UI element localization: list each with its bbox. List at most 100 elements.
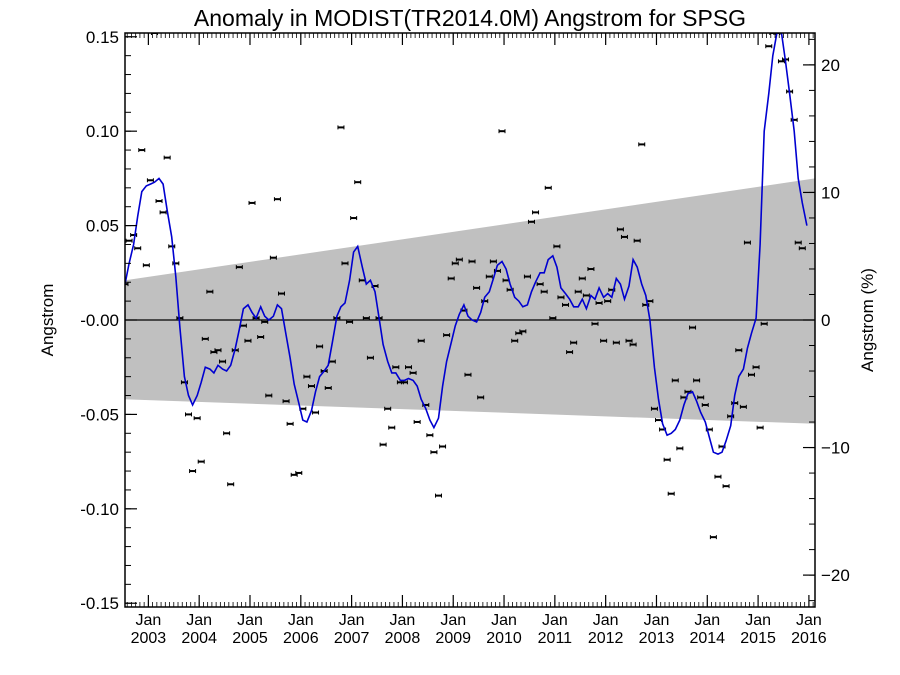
- data-point: [693, 378, 701, 383]
- data-point: [511, 338, 519, 343]
- data-point: [747, 372, 755, 377]
- plot-area: [124, 32, 816, 608]
- data-point: [489, 259, 497, 264]
- data-point: [201, 336, 209, 341]
- data-point: [409, 370, 417, 375]
- data-point: [307, 384, 315, 389]
- data-point: [261, 319, 269, 324]
- data-point: [185, 412, 193, 417]
- data-point: [159, 210, 167, 215]
- x-tick-year-label: 2004: [181, 630, 217, 647]
- data-point: [735, 348, 743, 353]
- data-point: [379, 442, 387, 447]
- data-point: [676, 446, 684, 451]
- y-tick-label-right: 10: [821, 183, 840, 202]
- data-point: [671, 378, 679, 383]
- data-point: [760, 321, 768, 326]
- data-point: [536, 282, 544, 287]
- x-tick-month-label: Jan: [644, 612, 670, 629]
- y-tick-label-left: 0.10: [86, 122, 119, 141]
- y-tick-label-left: 0.05: [86, 217, 119, 236]
- data-point: [214, 348, 222, 353]
- data-point: [146, 178, 154, 183]
- data-point: [663, 457, 671, 462]
- data-point: [578, 276, 586, 281]
- data-point: [570, 340, 578, 345]
- data-point: [557, 295, 565, 300]
- x-tick-month-label: Jan: [542, 612, 568, 629]
- data-point: [312, 410, 320, 415]
- data-point: [223, 431, 231, 436]
- data-point: [206, 289, 214, 294]
- data-point: [227, 482, 235, 487]
- y-tick-label-left: -0.05: [80, 405, 119, 424]
- data-point: [235, 265, 243, 270]
- data-point: [498, 129, 506, 134]
- data-point: [366, 355, 374, 360]
- data-point: [709, 535, 717, 540]
- data-point: [138, 148, 146, 153]
- data-point: [392, 365, 400, 370]
- data-point: [413, 419, 421, 424]
- x-tick-month-label: Jan: [440, 612, 466, 629]
- data-point: [295, 470, 303, 475]
- data-point: [667, 491, 675, 496]
- x-tick-year-label: 2009: [435, 630, 471, 647]
- data-point: [481, 299, 489, 304]
- data-point: [629, 342, 637, 347]
- y-axis-label-right: Angstrom (%): [858, 268, 877, 372]
- y-axis-left: 0.15 0.10 0.05 -0.00 -0.05 -0.10 -0.15: [80, 28, 137, 613]
- data-point: [527, 219, 535, 224]
- data-point: [604, 299, 612, 304]
- y-tick-label-left: -0.10: [80, 500, 119, 519]
- data-point: [455, 257, 463, 262]
- trend-confidence-band: [125, 178, 815, 424]
- chart-title: Anomaly in MODIST(TR2014.0M) Angstrom fo…: [194, 5, 746, 31]
- data-point: [769, 33, 777, 35]
- x-tick-year-label: 2006: [283, 630, 319, 647]
- x-tick-year-label: 2012: [588, 630, 624, 647]
- x-tick-year-label: 2015: [740, 630, 776, 647]
- x-tick-year-label: 2005: [232, 630, 268, 647]
- data-point: [354, 180, 362, 185]
- data-point: [731, 401, 739, 406]
- data-point: [277, 291, 285, 296]
- data-point: [752, 365, 760, 370]
- data-point: [582, 293, 590, 298]
- data-point: [794, 240, 802, 245]
- data-point: [324, 385, 332, 390]
- data-point: [244, 338, 252, 343]
- data-point: [595, 301, 603, 306]
- data-point: [439, 444, 447, 449]
- data-point: [549, 316, 557, 321]
- data-point: [532, 210, 540, 215]
- x-tick-month-label: Jan: [237, 612, 263, 629]
- data-point: [150, 33, 158, 35]
- data-point: [625, 338, 633, 343]
- y-axis-right: 20 10 0 −10 −20: [803, 38, 850, 602]
- data-point: [519, 329, 527, 334]
- x-tick-year-label: 2016: [791, 630, 827, 647]
- y-tick-label-left: 0.15: [86, 28, 119, 47]
- data-point: [303, 374, 311, 379]
- data-point: [197, 459, 205, 464]
- data-point: [341, 261, 349, 266]
- data-point: [566, 350, 574, 355]
- data-point: [134, 246, 142, 251]
- data-point: [265, 393, 273, 398]
- data-point: [544, 185, 552, 190]
- y-tick-label-right: −10: [821, 439, 850, 458]
- data-point: [388, 425, 396, 430]
- data-point: [765, 44, 773, 49]
- data-point: [168, 244, 176, 249]
- data-point: [219, 359, 227, 364]
- data-point: [743, 240, 751, 245]
- x-tick-year-label: 2014: [689, 630, 725, 647]
- data-point: [468, 259, 476, 264]
- y-tick-label-right: 0: [821, 311, 830, 330]
- data-point: [443, 333, 451, 338]
- data-point: [273, 197, 281, 202]
- data-point: [523, 274, 531, 279]
- data-point: [697, 395, 705, 400]
- data-point: [739, 404, 747, 409]
